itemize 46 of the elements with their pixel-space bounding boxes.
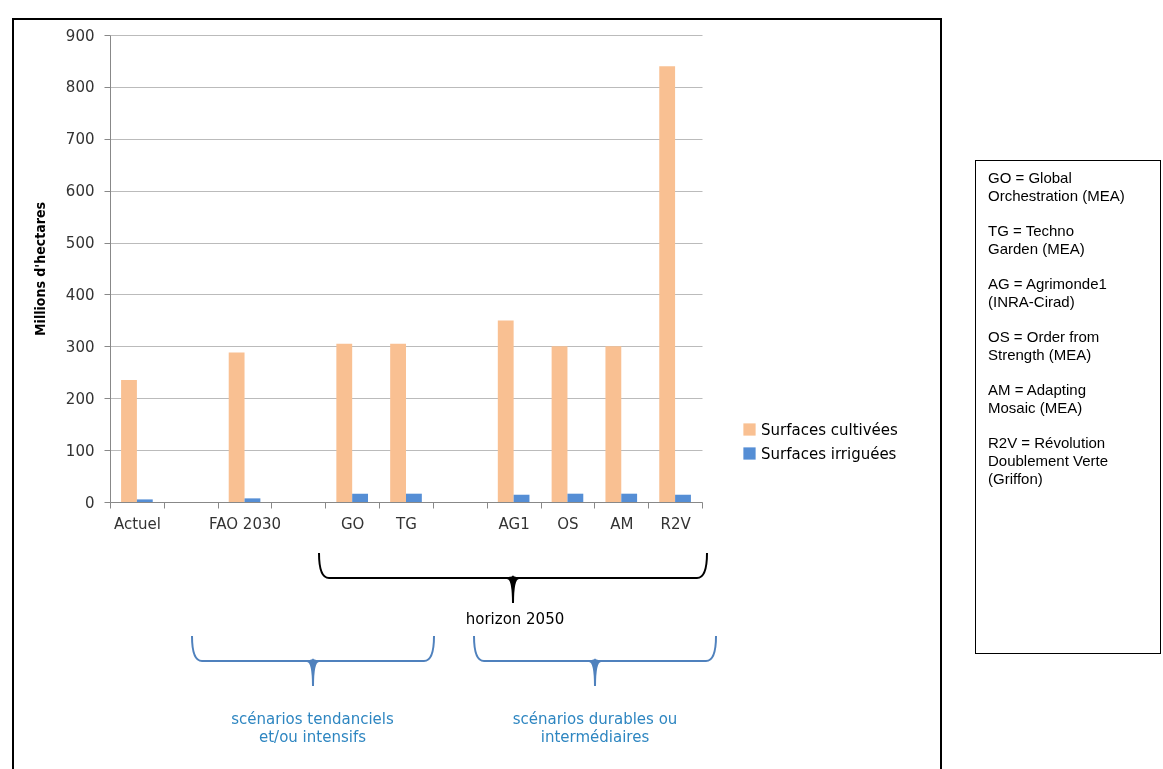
bar (567, 493, 584, 502)
text: TG = Techno Garden (MEA) (988, 222, 1086, 258)
text: AM = Adapting Mosaic (MEA) (988, 381, 1087, 417)
x-tick-label: OS (557, 514, 579, 533)
y-tick-label: 900 (65, 26, 95, 45)
bar (121, 380, 137, 502)
y-tick-label: 600 (65, 182, 95, 201)
bar (336, 343, 353, 502)
bar (352, 493, 369, 502)
bar (136, 499, 153, 502)
x-tick-label: GO (340, 514, 365, 533)
x-tick-label: AM (610, 514, 634, 533)
y-tick-label: 200 (65, 389, 95, 408)
bar (390, 343, 406, 502)
text: AG = Agrimonde1 (INRA-Cirad) (988, 275, 1108, 311)
bar (228, 352, 245, 502)
y-axis-title: Millions d'hectares (31, 202, 48, 336)
x-tick-label: R2V (660, 514, 692, 533)
y-tick-label: 300 (65, 337, 95, 356)
bar (406, 493, 422, 502)
x-tick-label: FAO 2030 (209, 514, 282, 533)
bar (497, 320, 514, 502)
y-tick-label: 100 (65, 441, 95, 460)
x-tick-label: TG (395, 514, 417, 533)
text: scénarios durables ou intermédiaires (511, 710, 679, 746)
bar (659, 66, 676, 502)
y-tick-label: 500 (65, 234, 95, 253)
bar (675, 494, 691, 502)
text: GO = Global Orchestration (MEA) (988, 169, 1126, 205)
y-tick-label: 800 (65, 78, 95, 97)
y-tick-label: 0 (84, 493, 95, 512)
text: horizon 2050 (464, 610, 566, 628)
text: scénarios tendanciels et/ou intensifs (230, 710, 395, 746)
text: R2V = Révolution Doublement Verte (Griffon) (988, 434, 1110, 488)
legend-label: Surfaces cultivées (761, 420, 899, 439)
text: OS = Order from Strength (MEA) (988, 328, 1101, 364)
bar (551, 346, 568, 502)
legend-label: Surfaces irriguées (761, 444, 897, 463)
bar (513, 494, 530, 502)
x-tick-label: Actuel (113, 514, 161, 533)
bar (621, 493, 638, 502)
bar (244, 498, 261, 502)
x-tick-label: AG1 (498, 514, 530, 533)
y-tick-label: 400 (65, 285, 95, 304)
y-tick-label: 700 (65, 130, 95, 149)
bar (605, 346, 622, 502)
